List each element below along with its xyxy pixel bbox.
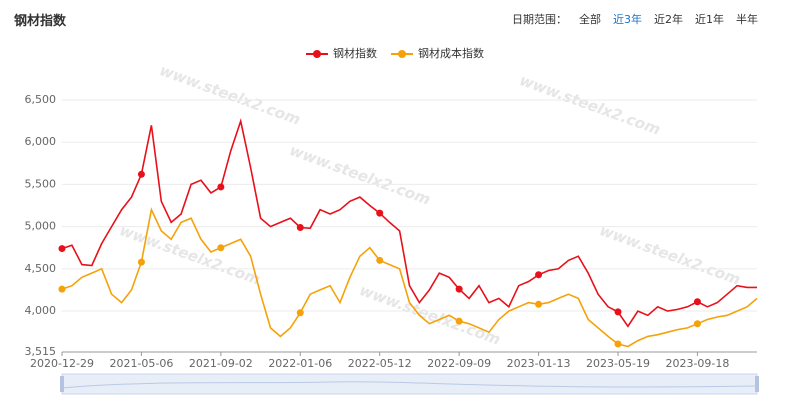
watermark: www.steelx2.com	[287, 141, 433, 209]
range-option[interactable]: 近1年	[695, 13, 724, 26]
point	[614, 340, 622, 348]
y-tick-label: 3,515	[25, 345, 57, 358]
point	[296, 309, 304, 317]
zoom-handle-right	[755, 376, 759, 392]
point	[217, 183, 225, 191]
point	[296, 223, 304, 231]
x-tick-label: 2022-09-09	[427, 357, 491, 370]
series-line	[61, 207, 758, 348]
range-label: 日期范围：	[512, 13, 567, 26]
point	[693, 298, 701, 306]
legend-dot	[313, 50, 321, 58]
range-option[interactable]: 近3年	[613, 13, 642, 26]
point	[455, 317, 463, 325]
x-tick-label: 2023-05-19	[586, 357, 650, 370]
x-tick-label: 2023-09-18	[665, 357, 729, 370]
point	[137, 258, 145, 266]
watermark: www.steelx2.com	[157, 61, 303, 129]
y-tick-label: 4,500	[25, 262, 57, 275]
x-tick-label: 2020-12-29	[30, 357, 94, 370]
series-line	[61, 118, 757, 328]
point	[376, 256, 384, 264]
legend-dot	[398, 50, 406, 58]
point	[455, 285, 463, 293]
range-selector: 日期范围： 全部 近3年 近2年 近1年 半年	[512, 11, 758, 27]
x-tick-label: 2022-05-12	[348, 357, 412, 370]
y-tick-label: 5,500	[25, 177, 57, 190]
range-option[interactable]: 全部	[579, 13, 601, 26]
point	[58, 245, 66, 253]
legend-label: 钢材成本指数	[418, 46, 484, 60]
point	[535, 300, 543, 308]
watermark: www.steelx2.com	[357, 281, 503, 349]
point	[614, 308, 622, 316]
zoom-slider	[61, 373, 758, 395]
watermark: www.steelx2.com	[117, 221, 263, 289]
watermark: www.steelx2.com	[597, 221, 743, 289]
point	[137, 170, 145, 178]
zoom-handle-left	[60, 376, 64, 392]
watermark: www.steelx2.com	[517, 71, 663, 139]
x-tick-label: 2022-01-06	[268, 357, 332, 370]
y-tick-label: 5,000	[25, 220, 57, 233]
point	[535, 271, 543, 279]
point	[217, 244, 225, 252]
x-tick-label: 2021-09-02	[189, 357, 253, 370]
legend-label: 钢材指数	[333, 46, 377, 60]
zoom-preview	[61, 381, 758, 389]
page-title: 钢材指数	[14, 14, 67, 29]
range-option[interactable]: 半年	[736, 13, 758, 26]
header: 钢材指数 日期范围： 全部 近3年 近2年 近1年 半年	[0, 0, 786, 36]
y-tick-label: 4,000	[25, 304, 57, 317]
range-option[interactable]: 近2年	[654, 13, 683, 26]
point	[58, 285, 66, 293]
point	[693, 320, 701, 328]
y-tick-label: 6,000	[25, 135, 57, 148]
point	[376, 209, 384, 217]
x-tick-label: 2021-05-06	[109, 357, 173, 370]
x-tick-label: 2023-01-13	[507, 357, 571, 370]
y-tick-label: 6,500	[25, 93, 57, 106]
